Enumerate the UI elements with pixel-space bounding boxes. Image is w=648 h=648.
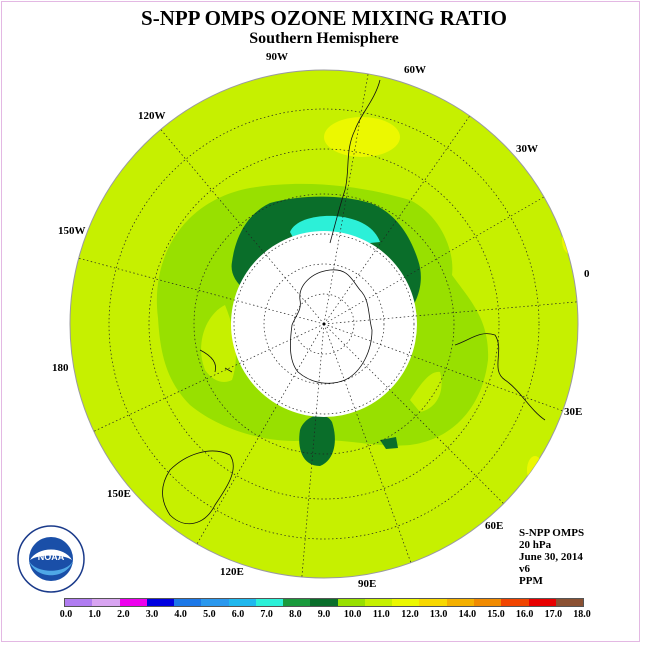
colorbar-tick-label: 14.0	[458, 609, 477, 620]
ozone-edge-patch	[527, 456, 543, 484]
colorbar-swatch	[501, 599, 529, 606]
colorbar-tick-label: 10.0	[343, 609, 362, 620]
colorbar-tick-label: 11.0	[372, 609, 390, 620]
colorbar-swatch	[228, 599, 256, 606]
colorbar-swatch	[283, 599, 311, 606]
colorbar-tick-label: 3.0	[145, 609, 159, 620]
ozone-patch-west	[201, 305, 236, 382]
coastlines	[162, 79, 546, 524]
colorbar-labels: 0.0 1.0 2.0 3.0 4.0 5.0 6.0 7.0 8.0 9.0 10.0 11.0 12…	[0, 609, 648, 623]
page-frame	[1, 1, 640, 642]
noaa-logo: NOAA	[17, 525, 85, 593]
colorbar-tick-label: 13.0	[429, 609, 448, 620]
longitude-label: 120E	[220, 566, 244, 578]
colorbar-swatch	[255, 599, 284, 606]
latitude-circle	[263, 263, 385, 385]
info-block: S-NPP OMPS 20 hPa June 30, 2014 v6 PPM	[519, 527, 584, 587]
colorbar-tick-label: 2.0	[117, 609, 130, 620]
colorbar-swatch	[555, 599, 584, 606]
units-label: PPM	[519, 575, 543, 587]
colorbar-tick-label: 0.0	[59, 609, 73, 620]
colorbar-swatch	[119, 599, 147, 606]
ozone-core-south	[299, 415, 335, 466]
longitude-label: 30E	[564, 406, 583, 418]
latitude-circle	[148, 148, 500, 500]
page-subtitle: Southern Hemisphere	[249, 30, 399, 47]
colorbar-tick-label: 18.0	[573, 609, 591, 620]
south-pole-marker	[322, 322, 326, 326]
longitude-label: 150E	[107, 488, 131, 500]
colorbar-tick-label: 17.0	[544, 609, 563, 620]
ozone-core-spot	[380, 437, 398, 449]
colorbar-swatch	[92, 599, 120, 606]
colorbar-swatch	[419, 599, 447, 606]
colorbar-swatch	[337, 599, 365, 606]
level-label: 20 hPa	[519, 539, 552, 551]
new-zealand-coast	[199, 349, 233, 373]
ozone-edge-patch	[562, 226, 578, 254]
colorbar-swatch	[364, 599, 393, 606]
longitude-label: 60W	[404, 64, 426, 76]
colorbar-swatch	[473, 599, 502, 606]
latitude-circle	[233, 233, 415, 415]
latitude-circle	[293, 293, 355, 355]
latitude-circle	[193, 193, 455, 455]
colorbar-swatch	[174, 599, 202, 606]
colorbar-tick-label: 1.0	[88, 609, 101, 620]
logo-text: NOAA	[38, 552, 65, 562]
colorbar-tick-label: 8.0	[289, 609, 302, 620]
page-title: S-NPP OMPS OZONE MIXING RATIO	[141, 6, 507, 30]
colorbar-swatch	[310, 599, 338, 606]
ozone-patch-east	[410, 371, 442, 412]
longitude-label: 120W	[138, 110, 166, 122]
colorbar-swatch	[392, 599, 420, 606]
longitude-label: 0	[584, 268, 590, 280]
longitude-label: 90E	[358, 578, 377, 590]
date-label: June 30, 2014	[519, 551, 583, 563]
graticule	[78, 73, 578, 578]
south-america-coast	[329, 79, 381, 244]
colorbar-tick-label: 5.0	[203, 609, 216, 620]
australia-coast	[162, 450, 234, 524]
colorbar-tick-label: 7.0	[260, 609, 273, 620]
colorbar-swatch	[201, 599, 229, 606]
colorbar-tick-label: 15.0	[487, 609, 505, 620]
colorbar-swatch	[146, 599, 175, 606]
colorbar-tick-label: 16.0	[515, 609, 534, 620]
colorbar-tick-label: 4.0	[174, 609, 187, 620]
colorbar	[64, 598, 584, 607]
longitude-label: 150W	[58, 225, 86, 237]
latitude-circle	[108, 108, 540, 540]
colorbar-tick-label: 6.0	[231, 609, 245, 620]
colorbar-swatch	[528, 599, 556, 606]
colorbar-swatch	[446, 599, 474, 606]
longitude-label: 60E	[485, 520, 504, 532]
instrument-label: S-NPP OMPS	[519, 527, 585, 539]
antarctica-coast	[289, 269, 373, 384]
africa-coast	[454, 333, 546, 421]
colorbar-tick-label: 9.0	[317, 609, 331, 620]
colorbar-swatch	[65, 599, 93, 606]
longitude-label: 180	[52, 362, 69, 374]
version-label: v6	[519, 563, 530, 575]
ozone-high-patch	[324, 117, 400, 157]
longitude-label: 90W	[266, 51, 288, 63]
colorbar-tick-label: 12.0	[401, 609, 419, 620]
longitude-label: 30W	[516, 143, 538, 155]
